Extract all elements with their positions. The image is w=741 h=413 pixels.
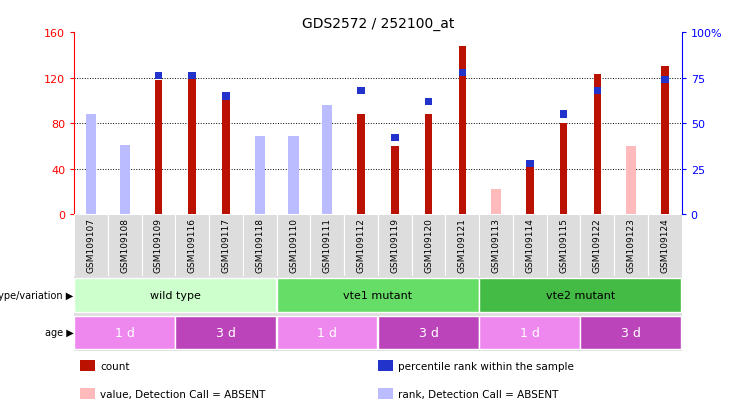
Text: 1 d: 1 d [317, 326, 337, 339]
Text: vte2 mutant: vte2 mutant [546, 290, 615, 300]
FancyBboxPatch shape [310, 215, 344, 277]
Text: GSM109110: GSM109110 [289, 218, 298, 273]
Bar [594, 75, 601, 215]
FancyBboxPatch shape [445, 215, 479, 277]
FancyBboxPatch shape [276, 215, 310, 277]
Text: count: count [100, 361, 130, 372]
Title: GDS2572 / 252100_at: GDS2572 / 252100_at [302, 17, 454, 31]
Bar [86, 141, 96, 215]
Text: value, Detection Call = ABSENT: value, Detection Call = ABSENT [100, 389, 265, 399]
Bar [378, 360, 393, 372]
Bar [459, 47, 466, 215]
FancyBboxPatch shape [176, 215, 209, 277]
Bar [119, 190, 130, 215]
Bar [526, 160, 534, 168]
Bar [255, 137, 265, 215]
Text: GSM109119: GSM109119 [391, 218, 399, 273]
Bar [119, 146, 130, 215]
Bar [425, 115, 432, 215]
Text: GSM109109: GSM109109 [154, 218, 163, 273]
FancyBboxPatch shape [243, 215, 276, 277]
Text: GSM109120: GSM109120 [424, 218, 433, 273]
FancyBboxPatch shape [209, 215, 243, 277]
Text: GSM109108: GSM109108 [120, 218, 129, 273]
Text: GSM109122: GSM109122 [593, 218, 602, 273]
Bar [155, 81, 162, 215]
FancyBboxPatch shape [276, 278, 479, 312]
Text: vte1 mutant: vte1 mutant [343, 290, 413, 300]
Text: 3 d: 3 d [419, 326, 439, 339]
Text: rank, Detection Call = ABSENT: rank, Detection Call = ABSENT [398, 389, 558, 399]
Bar [391, 147, 399, 215]
FancyBboxPatch shape [479, 316, 579, 349]
Text: genotype/variation ▶: genotype/variation ▶ [0, 290, 73, 300]
Text: GSM109121: GSM109121 [458, 218, 467, 273]
Bar [559, 111, 568, 119]
Bar [526, 167, 534, 215]
FancyBboxPatch shape [580, 215, 614, 277]
Bar [391, 135, 399, 142]
Text: GSM109112: GSM109112 [356, 218, 365, 273]
FancyBboxPatch shape [479, 278, 681, 312]
Text: percentile rank within the sample: percentile rank within the sample [398, 361, 574, 372]
Bar [661, 77, 668, 84]
FancyBboxPatch shape [412, 215, 445, 277]
Bar [459, 69, 466, 77]
Bar [357, 115, 365, 215]
FancyBboxPatch shape [74, 215, 108, 277]
FancyBboxPatch shape [479, 215, 513, 277]
Text: 3 d: 3 d [216, 326, 236, 339]
Bar [357, 88, 365, 95]
Bar [80, 388, 96, 399]
FancyBboxPatch shape [74, 316, 175, 349]
Text: GSM109123: GSM109123 [627, 218, 636, 273]
Bar [255, 160, 265, 215]
Bar [188, 73, 196, 215]
FancyBboxPatch shape [648, 215, 682, 277]
Text: wild type: wild type [150, 290, 201, 300]
Text: GSM109111: GSM109111 [323, 218, 332, 273]
FancyBboxPatch shape [176, 316, 276, 349]
Text: 1 d: 1 d [520, 326, 539, 339]
Bar [188, 73, 196, 80]
FancyBboxPatch shape [513, 215, 547, 277]
Bar [425, 98, 432, 106]
Text: GSM109118: GSM109118 [255, 218, 265, 273]
Text: 3 d: 3 d [621, 326, 641, 339]
FancyBboxPatch shape [142, 215, 176, 277]
Bar [594, 88, 601, 95]
Bar [661, 67, 668, 215]
FancyBboxPatch shape [378, 316, 479, 349]
Bar [491, 190, 501, 215]
FancyBboxPatch shape [614, 215, 648, 277]
FancyBboxPatch shape [108, 215, 142, 277]
FancyBboxPatch shape [276, 316, 377, 349]
Bar [222, 95, 230, 215]
Bar [80, 360, 96, 372]
FancyBboxPatch shape [378, 215, 412, 277]
Text: GSM109115: GSM109115 [559, 218, 568, 273]
Bar [322, 106, 332, 215]
Bar [288, 137, 299, 215]
Text: GSM109117: GSM109117 [222, 218, 230, 273]
Text: GSM109116: GSM109116 [187, 218, 197, 273]
Bar [155, 73, 162, 80]
FancyBboxPatch shape [344, 215, 378, 277]
FancyBboxPatch shape [580, 316, 681, 349]
Bar [626, 147, 636, 215]
Text: 1 d: 1 d [115, 326, 135, 339]
Text: GSM109114: GSM109114 [525, 218, 534, 273]
Bar [378, 388, 393, 399]
Bar [222, 93, 230, 100]
Text: GSM109107: GSM109107 [87, 218, 96, 273]
FancyBboxPatch shape [74, 278, 276, 312]
Text: GSM109124: GSM109124 [660, 218, 669, 273]
Bar [86, 115, 96, 215]
Text: age ▶: age ▶ [44, 328, 73, 337]
FancyBboxPatch shape [547, 215, 580, 277]
Bar [288, 175, 299, 215]
Bar [559, 124, 568, 215]
Text: GSM109113: GSM109113 [491, 218, 501, 273]
